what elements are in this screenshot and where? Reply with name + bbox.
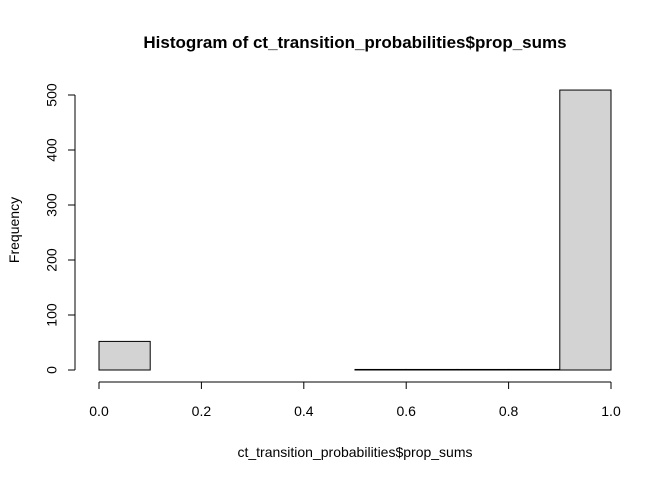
y-tick-label: 0	[44, 366, 60, 374]
x-tick-label: 0.4	[294, 403, 314, 419]
y-axis-label: Frequency	[6, 197, 22, 263]
y-tick-label: 400	[44, 138, 60, 162]
x-tick-label: 0.0	[89, 403, 109, 419]
histogram-bar-8	[508, 368, 561, 371]
y-tick-label: 200	[44, 248, 60, 272]
x-tick-label: 0.6	[396, 403, 416, 419]
y-axis: 0 100 200 300 400 500	[44, 83, 76, 374]
histogram-bar-0	[98, 340, 151, 371]
histogram-bar-9	[559, 89, 612, 371]
histogram-bar-5	[354, 368, 407, 371]
x-tick-label: 1.0	[601, 403, 621, 419]
y-tick-label: 100	[44, 303, 60, 327]
x-tick-label: 0.8	[499, 403, 519, 419]
x-tick-label: 0.2	[192, 403, 212, 419]
bars-group	[98, 89, 612, 371]
histogram-bar-6	[405, 368, 458, 371]
histogram-bar-7	[456, 368, 510, 371]
x-axis: 0.0 0.2 0.4 0.6 0.8 1.0	[89, 381, 621, 419]
y-tick-label: 300	[44, 193, 60, 217]
y-tick-label: 500	[44, 83, 60, 107]
x-axis-label: ct_transition_probabilities$prop_sums	[237, 444, 472, 460]
chart-title: Histogram of ct_transition_probabilities…	[143, 33, 566, 52]
